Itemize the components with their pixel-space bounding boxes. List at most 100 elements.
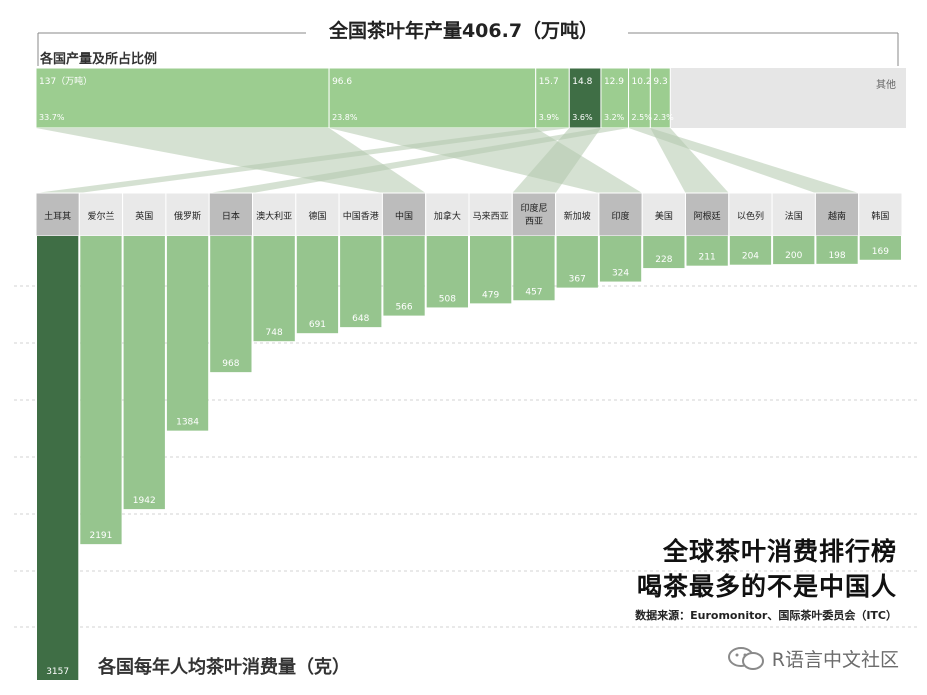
production-segment <box>35 67 330 129</box>
production-pct-label: 2.3% <box>653 113 674 122</box>
consumption-bar <box>816 236 858 264</box>
bar-value-label: 479 <box>482 290 499 300</box>
category-label: 爱尔兰 <box>87 210 114 222</box>
category-label: 澳大利亚 <box>256 210 292 222</box>
category-label: 印度尼 <box>520 202 547 214</box>
column-header <box>35 192 80 237</box>
category-label: 西亚 <box>525 216 543 227</box>
bar-value-label: 228 <box>655 255 672 265</box>
production-connector <box>36 128 426 193</box>
production-pct-label: 33.7% <box>39 113 65 122</box>
bar-value-label: 1942 <box>133 496 156 506</box>
category-label: 日本 <box>222 210 240 222</box>
production-connector <box>36 128 570 193</box>
consumption-bar <box>686 236 728 266</box>
consumption-bar <box>210 236 252 373</box>
column-header <box>78 192 124 237</box>
column-header <box>122 192 167 237</box>
category-label: 美国 <box>655 210 673 222</box>
consumption-bar <box>340 236 382 328</box>
consumption-bar <box>80 236 122 545</box>
category-label: 俄罗斯 <box>174 210 201 222</box>
category-label: 加拿大 <box>434 210 461 222</box>
production-value-label: 10.2 <box>632 77 652 87</box>
production-connector <box>209 128 629 193</box>
bar-value-label: 367 <box>569 275 586 285</box>
production-connector <box>512 128 601 193</box>
category-label: 印度 <box>612 210 630 222</box>
consumption-bar <box>729 236 772 265</box>
bar-value-label: 566 <box>395 303 412 313</box>
consumption-bar <box>470 236 512 304</box>
right-title-line2: 喝茶最多的不是中国人 <box>636 572 897 601</box>
column-header <box>511 192 557 237</box>
consumption-bar <box>123 236 165 510</box>
production-pct-label: 23.8% <box>332 113 358 122</box>
chart-subtitle: 各国产量及所占比例 <box>40 52 158 67</box>
bar-value-label: 1384 <box>176 418 199 428</box>
bar-value-label: 324 <box>612 269 629 279</box>
consumption-bar <box>556 236 598 288</box>
right-title-line1: 全球茶叶消费排行榜 <box>662 537 897 566</box>
column-header <box>728 192 773 237</box>
category-label: 中国 <box>395 210 413 222</box>
bar-value-label: 3157 <box>46 667 69 677</box>
production-segment <box>328 67 537 129</box>
consumption-bar <box>37 236 79 680</box>
bar-value-label: 200 <box>785 251 802 261</box>
production-value-label: 96.6 <box>332 77 352 87</box>
bar-value-label: 457 <box>525 287 542 297</box>
column-header <box>858 192 903 237</box>
category-label: 土耳其 <box>44 210 71 222</box>
production-value-label: 9.3 <box>653 77 667 87</box>
category-label: 中国香港 <box>343 210 379 222</box>
consumption-bar <box>859 236 901 260</box>
production-connector <box>650 128 729 193</box>
category-label: 德国 <box>308 210 326 222</box>
bar-value-label: 648 <box>352 314 369 324</box>
consumption-bar <box>643 236 685 269</box>
consumption-bar <box>296 236 339 334</box>
column-header <box>295 192 340 237</box>
consumption-bar <box>599 236 642 282</box>
bar-value-label: 748 <box>266 328 283 338</box>
production-value-label: 14.8 <box>572 77 592 87</box>
column-header <box>598 192 643 237</box>
production-value-label: 15.7 <box>539 77 559 87</box>
consumption-bar <box>773 236 815 265</box>
category-label: 越南 <box>828 210 846 222</box>
production-value-label: 12.9 <box>604 77 624 87</box>
source-note: 数据来源：Euromonitor、国际茶叶委员会（ITC） <box>635 609 897 622</box>
production-other-label: 其他 <box>876 78 896 91</box>
category-label: 以色列 <box>737 210 764 222</box>
bar-value-label: 204 <box>742 252 759 262</box>
bar-value-label: 508 <box>439 294 456 304</box>
production-pct-label: 3.9% <box>539 113 560 122</box>
consumption-bar <box>166 236 209 431</box>
production-pct-label: 3.2% <box>604 113 625 122</box>
bar-value-label: 211 <box>699 253 716 263</box>
column-header <box>814 192 860 237</box>
column-header <box>165 192 210 237</box>
watermark-text: R语言中文社区 <box>771 649 899 671</box>
column-header <box>208 192 253 237</box>
category-label: 马来西亚 <box>473 211 509 222</box>
wechat-icon <box>727 646 764 670</box>
consumption-bar <box>383 236 425 316</box>
bar-value-label: 968 <box>222 359 239 369</box>
consumption-bar <box>253 236 295 342</box>
consumption-bar <box>513 236 555 301</box>
column-header <box>468 192 513 237</box>
bar-value-label: 2191 <box>89 531 112 541</box>
connector-group <box>36 128 859 193</box>
production-value-label: 137（万吨） <box>39 75 92 87</box>
column-header <box>555 192 600 237</box>
category-label: 阿根廷 <box>694 210 721 222</box>
production-pct-label: 3.6% <box>572 113 593 122</box>
chart-title: 全国茶叶年产量406.7（万吨） <box>328 20 599 42</box>
consumption-bar <box>426 236 468 308</box>
production-connector <box>628 128 859 193</box>
bar-value-label: 169 <box>872 247 889 257</box>
